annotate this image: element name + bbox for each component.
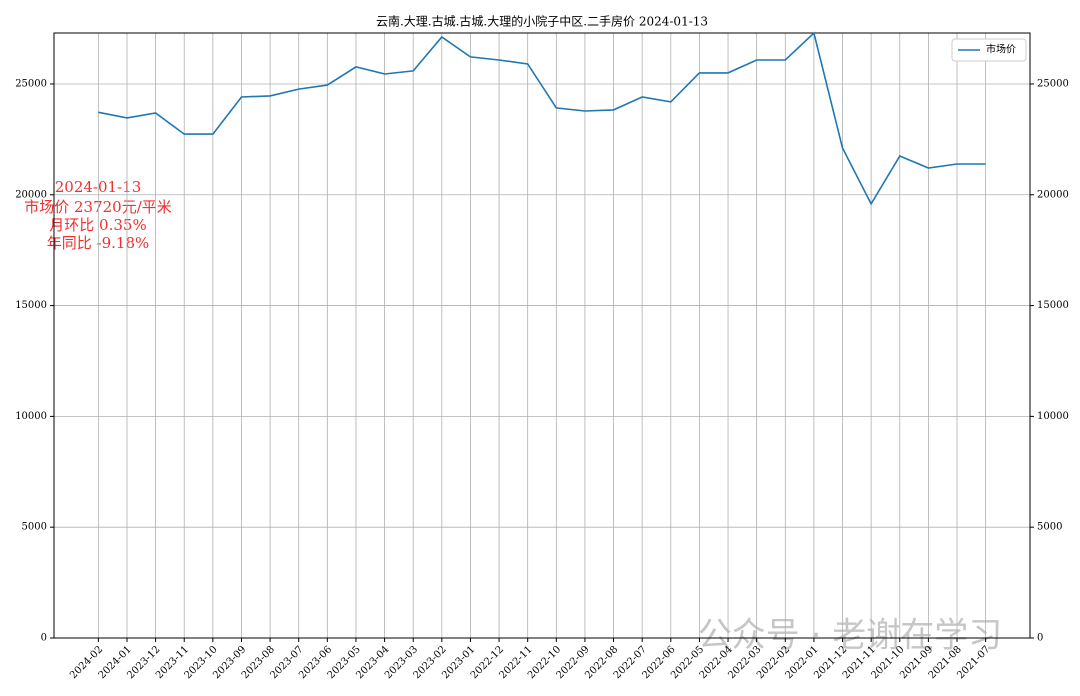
y2-tick-label: 0 [1037,633,1043,644]
y-tick-label: 25000 [15,78,47,89]
chart-title: 云南.大理.古城.古城.大理的小院子中区.二手房价 2024-01-13 [376,14,708,29]
y-tick-label: 5000 [22,522,47,533]
watermark: 公众号 · 老谢在学习 [698,616,1002,656]
y2-tick-label: 15000 [1037,300,1069,311]
y-tick-label: 0 [41,633,47,644]
legend-label: 市场价 [986,43,1016,56]
y2-tick-label: 10000 [1037,411,1069,422]
y-tick-label: 10000 [15,411,47,422]
line-series [98,31,986,206]
y-tick-label: 15000 [15,300,47,311]
plot-frame [53,32,1031,639]
y2-tick-label: 5000 [1037,522,1062,533]
legend-box [951,38,1027,62]
y2-tick-label: 20000 [1037,189,1069,200]
y2-tick-label: 25000 [1037,78,1069,89]
y-tick-label: 20000 [15,189,47,200]
